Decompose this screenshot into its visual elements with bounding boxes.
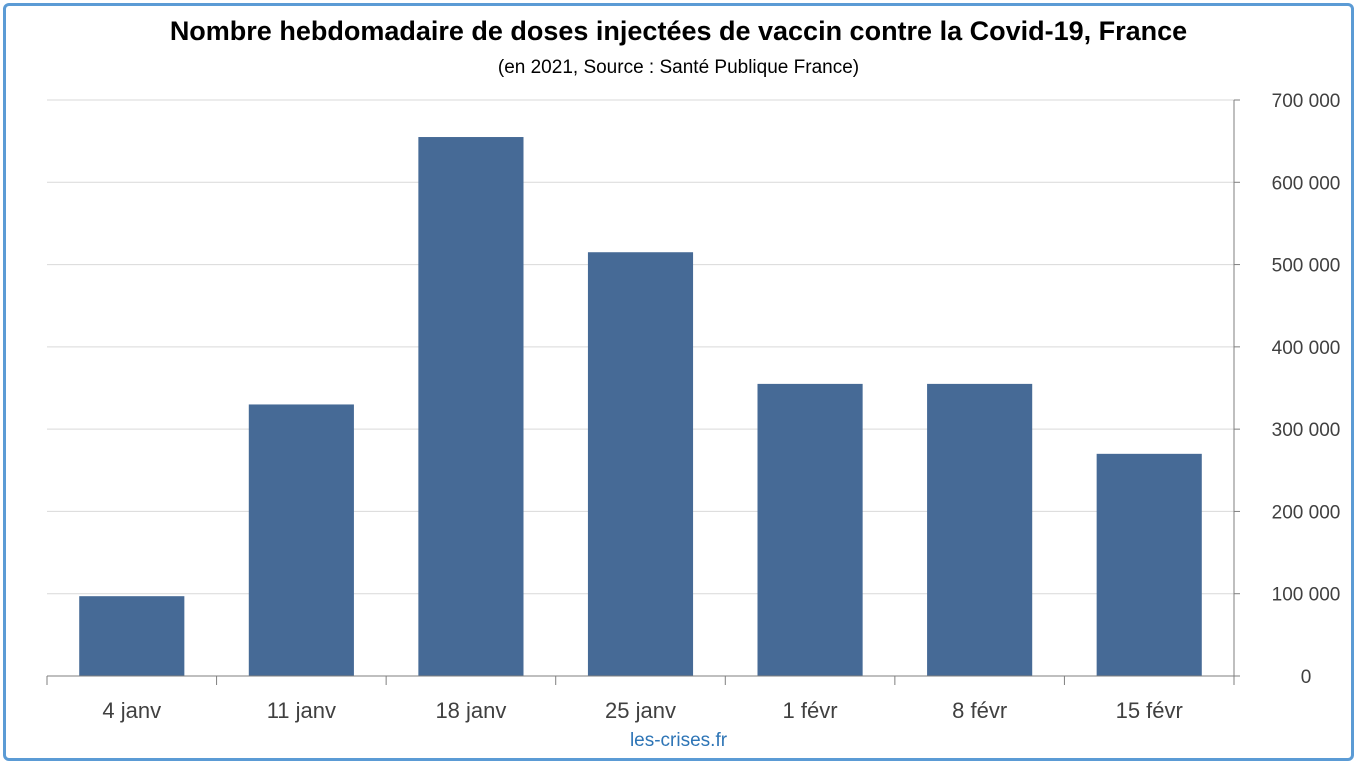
x-tick-label: 25 janv [605,698,676,723]
bar [587,252,694,676]
y-tick-label: 100 000 [1272,585,1341,606]
chart-subtitle: (en 2021, Source : Santé Publique France… [497,57,860,78]
y-tick-label: 0 [1301,667,1312,688]
bar [79,596,185,676]
bar [1096,453,1202,676]
bar [248,404,354,676]
bar [927,383,1033,676]
y-tick-label: 200 000 [1272,502,1341,523]
bar [418,137,524,676]
y-tick-label: 300 000 [1272,420,1341,441]
y-tick-label: 500 000 [1272,256,1341,277]
chart-title: Nombre hebdomadaire de doses injectées d… [169,16,1188,46]
y-tick-label: 700 000 [1272,91,1341,112]
source-label: les-crises.fr [629,730,728,751]
x-tick-label: 8 févr [952,698,1007,723]
y-tick-label: 600 000 [1272,173,1341,194]
x-tick-label: 4 janv [102,698,161,723]
bar [757,383,863,676]
y-tick-label: 400 000 [1272,338,1341,359]
x-tick-label: 18 janv [435,698,506,723]
x-tick-label: 1 févr [783,698,838,723]
x-tick-label: 11 janv [267,698,336,723]
x-tick-label: 15 févr [1116,698,1183,723]
